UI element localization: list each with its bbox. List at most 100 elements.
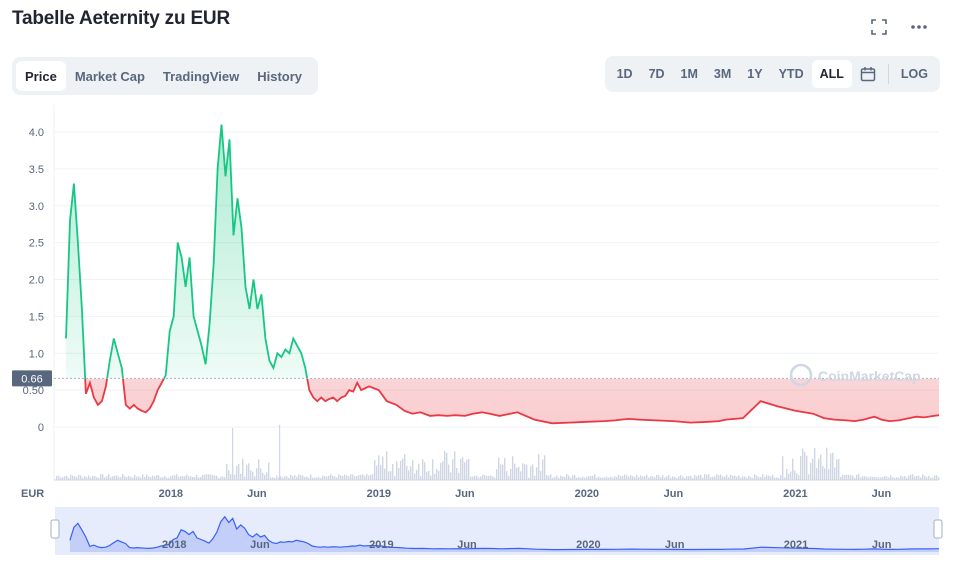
range-3m[interactable]: 3M [713, 67, 732, 81]
volume-bar [362, 474, 364, 480]
volume-bar [110, 477, 112, 480]
volume-bar [532, 464, 534, 480]
volume-bar [302, 475, 304, 480]
volume-bar [364, 475, 366, 480]
range-all[interactable]: ALL [811, 60, 852, 88]
volume-bar [402, 458, 404, 480]
volume-bar [808, 474, 810, 480]
range-7d[interactable]: 7D [648, 67, 665, 81]
volume-bar [366, 474, 368, 480]
volume-bar [896, 477, 898, 480]
volume-bar [434, 473, 436, 480]
volume-bar [388, 471, 390, 480]
volume-bar [626, 475, 628, 480]
volume-bar [632, 476, 634, 480]
range-1y[interactable]: 1Y [747, 67, 763, 81]
volume-bar [742, 476, 744, 480]
y-tick-label: 2.0 [29, 275, 44, 287]
volume-bar [874, 477, 876, 480]
volume-bar [176, 474, 178, 480]
coinmarketcap-logo-icon [789, 363, 813, 387]
volume-bar [794, 470, 796, 480]
more-icon[interactable] [908, 16, 930, 38]
tab-history[interactable]: History [257, 68, 303, 84]
volume-bar [714, 476, 716, 480]
volume-bar [800, 455, 802, 480]
volume-bar [80, 475, 82, 480]
volume-bar [280, 476, 282, 480]
volume-bar [924, 475, 926, 480]
volume-bar [810, 462, 812, 480]
volume-bar [142, 474, 144, 480]
volume-bar [746, 477, 748, 480]
volume-bar [890, 475, 892, 480]
volume-bar [588, 476, 590, 480]
volume-bar [252, 471, 254, 480]
volume-bar [564, 476, 566, 480]
volume-bar [450, 472, 452, 480]
range-1m[interactable]: 1M [680, 67, 698, 81]
volume-bar [740, 477, 742, 480]
volume-bar [716, 474, 718, 480]
volume-bar [648, 477, 650, 480]
range-1d[interactable]: 1D [616, 67, 633, 81]
volume-bar [248, 463, 250, 480]
volume-bar [478, 477, 480, 480]
volume-bar [182, 476, 184, 480]
x-tick-label: Jun [872, 488, 892, 500]
volume-bar [514, 463, 516, 480]
navigator-line [69, 515, 940, 551]
volume-bar [126, 477, 128, 480]
x-axis: 2018 Jun 2019 Jun 2020 Jun 2021 Jun EUR [21, 488, 891, 500]
volume-bar [838, 459, 840, 480]
tab-tradingview[interactable]: TradingView [162, 68, 240, 84]
calendar-icon[interactable] [852, 60, 884, 88]
volume-bar [736, 476, 738, 480]
volume-bar [610, 476, 612, 480]
range-ytd[interactable]: YTD [778, 67, 804, 81]
volume-bar [384, 468, 386, 480]
volume-bar [482, 474, 484, 480]
volume-bar [312, 477, 314, 480]
volume-bar [502, 464, 504, 480]
volume-bar [428, 470, 430, 480]
volume-bar [178, 476, 180, 480]
volume-bar [584, 477, 586, 480]
volume-bar [410, 466, 412, 480]
tab-market-cap[interactable]: Market Cap [74, 68, 145, 84]
volume-bar [200, 476, 202, 480]
volume-bar [94, 476, 96, 480]
volume-bar [454, 451, 456, 480]
volume-bar [102, 474, 104, 480]
volume-bar [350, 474, 352, 480]
volume-bar [846, 474, 848, 480]
volume-bar [448, 464, 450, 480]
fullscreen-icon[interactable] [868, 16, 890, 38]
navigator-handle-left[interactable] [50, 519, 60, 539]
volume-bar [662, 475, 664, 480]
volume-bar [644, 476, 646, 480]
volume-bar [164, 476, 166, 480]
volume-bar [690, 475, 692, 480]
log-toggle[interactable]: LOG [900, 67, 928, 81]
volume-bar [272, 477, 274, 480]
volume-bar [856, 474, 858, 480]
volume-bar [242, 458, 244, 480]
volume-bar [542, 459, 544, 480]
volume-bar [408, 470, 410, 480]
volume-bar [660, 477, 662, 480]
navigator-handle-right[interactable] [933, 519, 943, 539]
volume-bar [344, 474, 346, 480]
volume-bar [586, 476, 588, 480]
volume-bar [206, 474, 208, 480]
volume-bar [202, 474, 204, 480]
volume-bar [232, 428, 234, 480]
volume-bar [279, 425, 281, 480]
price-lines [65, 124, 940, 425]
volume-bar [724, 476, 726, 480]
volume-bar [332, 475, 334, 480]
volume-bar [796, 473, 798, 480]
volume-bar [112, 476, 114, 480]
volume-bar [152, 475, 154, 480]
tab-price[interactable]: Price [16, 61, 66, 91]
